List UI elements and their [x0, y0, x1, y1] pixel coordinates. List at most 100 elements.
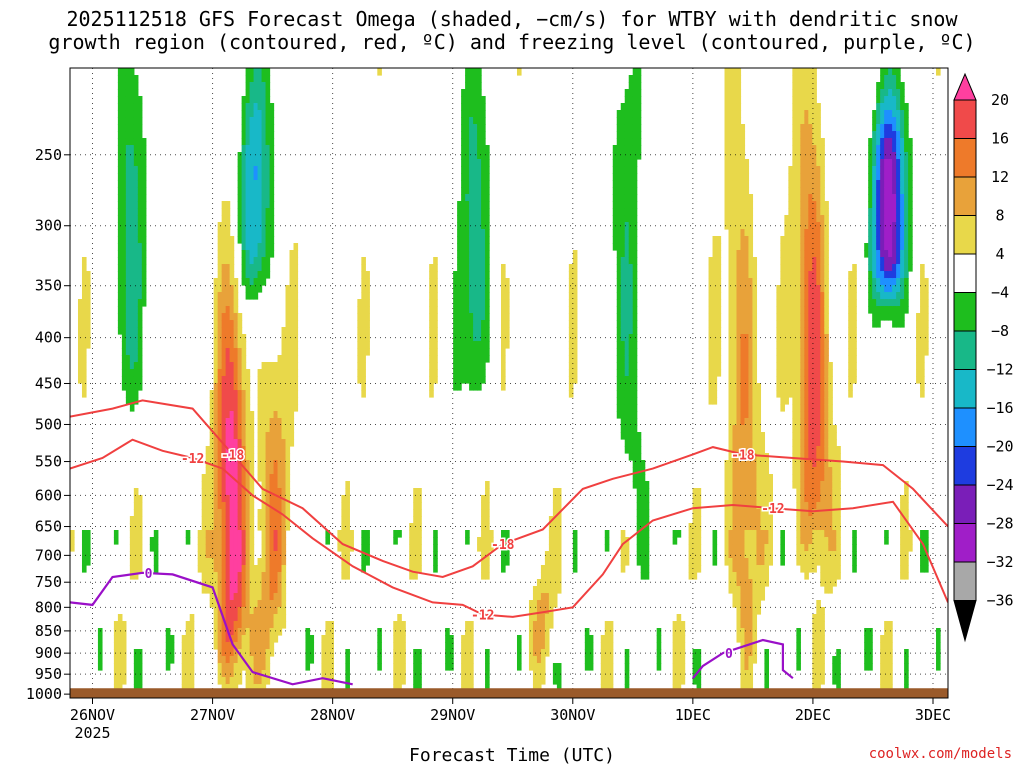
omega-cell [760, 593, 766, 601]
omega-cell [345, 544, 350, 552]
omega-cell [481, 236, 486, 244]
omega-cell [812, 565, 817, 573]
omega-cell [676, 656, 682, 664]
omega-cell [656, 656, 662, 664]
omega-cell [820, 243, 825, 251]
omega-cell [572, 544, 578, 552]
omega-cell [728, 537, 734, 545]
omega-cell [724, 96, 730, 104]
omega-cell [141, 257, 147, 265]
omega-cell [624, 229, 630, 237]
omega-cell [696, 488, 702, 496]
omega-cell [832, 439, 837, 447]
omega-cell [784, 257, 789, 265]
omega-cell [516, 649, 522, 657]
omega-cell [544, 572, 550, 580]
omega-cell [477, 299, 482, 307]
omega-cell [640, 565, 646, 573]
omega-cell [728, 306, 734, 314]
omega-cell [85, 306, 91, 314]
omega-cell [604, 663, 610, 671]
omega-cell [129, 180, 135, 188]
omega-cell [824, 453, 829, 461]
omega-cell [429, 383, 434, 391]
omega-cell [321, 670, 327, 678]
omega-cell [429, 320, 434, 328]
omega-cell [784, 229, 789, 237]
omega-cell [740, 306, 746, 314]
omega-cell [249, 131, 255, 139]
omega-cell [501, 299, 506, 307]
omega-cell [872, 201, 877, 209]
omega-cell [285, 404, 291, 412]
omega-cell [620, 432, 626, 440]
omega-cell [237, 222, 243, 230]
omega-cell [121, 82, 127, 90]
omega-cell [81, 530, 87, 538]
omega-cell [241, 236, 247, 244]
omega-cell [744, 383, 750, 391]
omega-cell [285, 509, 291, 517]
omega-cell [121, 362, 127, 370]
omega-cell [213, 425, 219, 433]
omega-cell [792, 327, 797, 335]
omega-cell [672, 670, 678, 678]
omega-cell [477, 166, 482, 174]
omega-cell [868, 306, 873, 314]
omega-cell [544, 649, 550, 657]
omega-cell [756, 600, 762, 608]
omega-cell [868, 180, 873, 188]
omega-cell [217, 439, 223, 447]
omega-cell [816, 264, 821, 272]
omega-cell [732, 565, 738, 573]
omega-cell [485, 327, 490, 335]
omega-cell [540, 572, 546, 580]
omega-cell [393, 656, 398, 664]
omega-cell [796, 635, 801, 643]
omega-cell [608, 656, 614, 664]
omega-cell [736, 474, 742, 482]
omega-cell [804, 271, 809, 279]
omega-cell [249, 250, 255, 258]
omega-cell [624, 677, 630, 685]
omega-cell [828, 572, 833, 580]
omega-cell [241, 383, 247, 391]
omega-cell [205, 502, 211, 510]
omega-cell [229, 565, 235, 573]
omega-cell [361, 278, 366, 286]
omega-cell [612, 208, 618, 216]
omega-cell [636, 509, 642, 517]
omega-cell [453, 292, 458, 300]
omega-cell [229, 418, 235, 426]
omega-cell [221, 425, 227, 433]
omega-cell [257, 446, 263, 454]
omega-cell [756, 544, 762, 552]
omega-cell [624, 670, 630, 678]
omega-cell [257, 159, 263, 167]
omega-cell [477, 229, 482, 237]
omega-cell [728, 194, 734, 202]
omega-cell [261, 586, 267, 594]
omega-cell [269, 600, 275, 608]
omega-cell [872, 145, 877, 153]
omega-cell [808, 271, 813, 279]
omega-cell [225, 432, 231, 440]
omega-cell [121, 383, 127, 391]
omega-cell [257, 642, 263, 650]
omega-cell [129, 187, 135, 195]
omega-cell [189, 677, 195, 685]
omega-cell [616, 208, 622, 216]
omega-cell [277, 362, 283, 370]
omega-cell [229, 600, 235, 608]
omega-cell [325, 670, 331, 678]
omega-cell [636, 446, 642, 454]
omega-cell [836, 565, 841, 573]
omega-cell [185, 635, 191, 643]
omega-cell [125, 117, 131, 125]
omega-cell [584, 642, 590, 650]
omega-cell [253, 292, 259, 300]
omega-cell [121, 166, 127, 174]
omega-cell [293, 257, 299, 265]
omega-cell [241, 166, 247, 174]
omega-cell [628, 159, 634, 167]
